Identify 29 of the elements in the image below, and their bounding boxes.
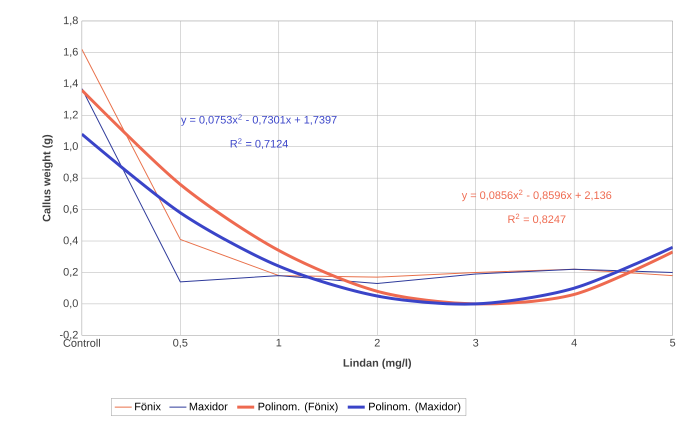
x-tick-label: 1 [276, 338, 282, 346]
line-series [82, 132, 673, 306]
x-tick-label: 0,5 [173, 338, 188, 348]
y-tick-label: 0,6 [64, 205, 78, 214]
x-axis-title: Lindan (mg/l) [344, 358, 412, 369]
y-tick-label: 1,0 [64, 142, 78, 152]
legend-label: Maxidor [190, 402, 228, 410]
legend-label: Fönix [135, 402, 161, 410]
annotation: R$^{2}$ = 0,7124 [230, 138, 288, 149]
y-tick-label: 0,4 [64, 236, 78, 246]
x-tick-label: Controll [64, 338, 100, 347]
y-tick-label: 0,0 [64, 299, 78, 308]
y-tick-label: 0,8 [64, 174, 78, 183]
x-tick-label: 2 [374, 338, 380, 346]
annotation: y = 0,0753x$^{2}$ - 0,7301x + 1,7397 [181, 114, 337, 126]
x-tick-label: 3 [473, 338, 478, 347]
y-tick-label: 1,8 [64, 16, 78, 26]
y-tick-label: 0,2 [64, 268, 78, 277]
y-tick-label: 1,2 [64, 110, 78, 120]
annotation: R$^{2}$ = 0,8247 [508, 214, 566, 224]
annotation: y = 0,0856x$^{2}$ - 0,8596x + 2,136 [462, 190, 612, 202]
x-tick-label: 5 [670, 338, 676, 346]
y-tick-label: -0,2 [60, 330, 78, 340]
legend-label: Polinom. (Maxidor) [369, 402, 460, 412]
y-tick-label: 1,4 [64, 79, 78, 88]
legend-label: Polinom. (Fönix) [258, 402, 338, 412]
y-axis-title: Callus weight (g) [42, 134, 53, 222]
y-tick-label: 1,6 [64, 48, 78, 57]
x-tick-label: 4 [571, 338, 577, 346]
